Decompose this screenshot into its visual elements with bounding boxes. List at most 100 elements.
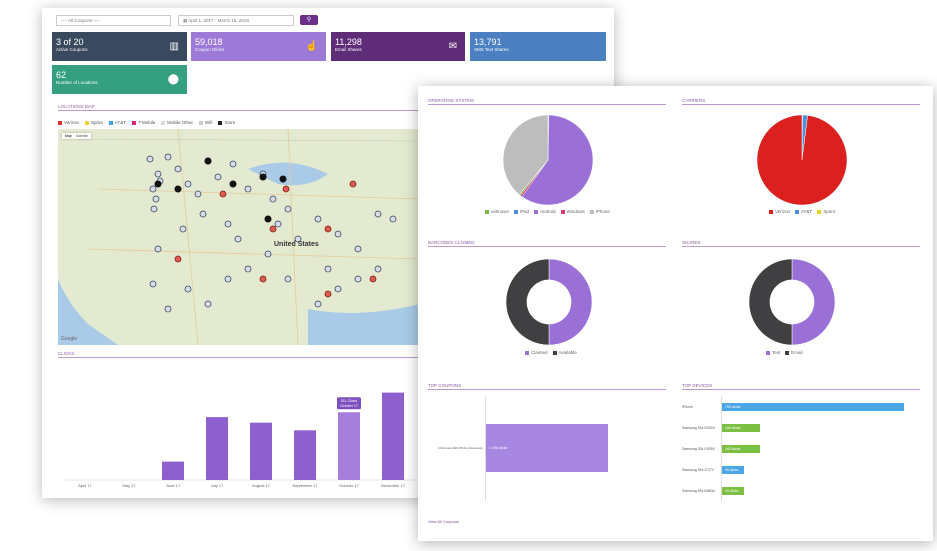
map-pin[interactable] <box>149 185 157 193</box>
view-all-coupons-link[interactable]: View All Coupons <box>428 519 460 524</box>
os-slice[interactable] <box>502 114 549 196</box>
map-pin[interactable] <box>184 285 192 293</box>
map-pin[interactable] <box>234 235 242 243</box>
map-legend-item[interactable]: Sprint <box>85 120 103 125</box>
map-cluster[interactable] <box>174 185 182 193</box>
device-bar[interactable]: 163 clicks <box>722 445 760 453</box>
map-pin[interactable] <box>374 265 382 273</box>
clicks-bar[interactable] <box>294 430 316 480</box>
map-pin[interactable] <box>389 215 397 223</box>
legend-label: Windows <box>566 209 585 214</box>
map-pin[interactable] <box>152 195 160 203</box>
map-cluster[interactable] <box>259 173 267 181</box>
map-pin[interactable] <box>224 275 232 283</box>
map-legend-item[interactable]: Verizon <box>58 120 79 125</box>
map-pin[interactable] <box>164 153 172 161</box>
map-legend-item[interactable]: Wifi <box>198 120 212 125</box>
os-legend-item[interactable]: unknown <box>485 209 509 214</box>
map-pin[interactable] <box>284 205 292 213</box>
map-pin[interactable] <box>184 180 192 188</box>
map-pin[interactable] <box>229 160 237 168</box>
map-pin[interactable] <box>264 250 272 258</box>
barcodes-legend-item[interactable]: Claimed <box>525 350 548 355</box>
clicks-x-tick: July 17 <box>211 483 224 488</box>
map-pin-verizon[interactable] <box>259 275 267 283</box>
map-pin[interactable] <box>244 265 252 273</box>
clicks-bar[interactable] <box>338 412 360 480</box>
map-pin-verizon[interactable] <box>174 255 182 263</box>
barcodes-legend-item[interactable]: Available <box>552 350 577 355</box>
clicks-bar[interactable] <box>206 417 228 480</box>
map-legend-item[interactable]: Store <box>218 120 235 125</box>
map-pin[interactable] <box>354 275 362 283</box>
map-pin[interactable] <box>374 210 382 218</box>
map-pin-verizon[interactable] <box>219 190 227 198</box>
map-pin[interactable] <box>314 215 322 223</box>
map-pin[interactable] <box>334 285 342 293</box>
map-pin-verizon[interactable] <box>269 225 277 233</box>
map-pin[interactable] <box>294 235 302 243</box>
os-slice[interactable] <box>521 114 594 206</box>
map-pin-verizon[interactable] <box>349 180 357 188</box>
map-pin[interactable] <box>274 220 282 228</box>
os-legend-item[interactable]: Android <box>534 209 556 214</box>
map-type-toggle[interactable]: Map Satellite <box>62 133 92 139</box>
map-pin[interactable] <box>174 165 182 173</box>
map-pin[interactable] <box>146 155 154 163</box>
shares-legend-item[interactable]: Email <box>785 350 803 355</box>
map-pin[interactable] <box>204 300 212 308</box>
map-pin[interactable] <box>354 245 362 253</box>
map-pin[interactable] <box>154 245 162 253</box>
map-pin[interactable] <box>164 305 172 313</box>
locations-map[interactable]: Map Satellite United States Google <box>58 129 420 345</box>
device-bar[interactable]: 94 clicks <box>722 487 744 495</box>
map-pin[interactable] <box>149 280 157 288</box>
os-legend-item[interactable]: Windows <box>560 209 585 214</box>
map-cluster[interactable] <box>229 180 237 188</box>
date-range-value: April 1, 2017 - March 16, 2018 <box>188 18 249 23</box>
map-pin[interactable] <box>314 300 322 308</box>
map-pin[interactable] <box>244 185 252 193</box>
clicks-bar[interactable] <box>382 392 404 480</box>
map-cluster[interactable] <box>264 215 272 223</box>
map-type-satellite[interactable]: Satellite <box>75 134 89 138</box>
map-pin-verizon[interactable] <box>324 290 332 298</box>
carriers-legend-item[interactable]: Sprint <box>817 209 835 214</box>
date-range-field[interactable]: ▦ April 1, 2017 - March 16, 2018 <box>178 15 294 26</box>
map-pin-verizon[interactable] <box>282 185 290 193</box>
map-pin[interactable] <box>150 205 158 213</box>
map-type-map[interactable]: Map <box>65 134 72 138</box>
map-cluster[interactable] <box>204 157 212 165</box>
carriers-legend-item[interactable]: Verizon <box>769 209 790 214</box>
map-pin[interactable] <box>334 230 342 238</box>
clicks-bar[interactable] <box>250 422 272 480</box>
os-legend-item[interactable]: iPhone <box>589 209 610 214</box>
search-button[interactable]: ⚲ <box>300 15 318 25</box>
map-pin[interactable] <box>224 220 232 228</box>
map-pin[interactable] <box>324 265 332 273</box>
map-legend-item[interactable]: Mobile Other <box>161 120 193 125</box>
map-pin-verizon[interactable] <box>369 275 377 283</box>
map-pin[interactable] <box>269 195 277 203</box>
map-pin[interactable] <box>154 170 162 178</box>
map-legend-item[interactable]: AT&T <box>108 120 126 125</box>
map-pin[interactable] <box>194 190 202 198</box>
os-legend-item[interactable]: iPad <box>514 209 529 214</box>
clicks-bar[interactable] <box>162 461 184 480</box>
carriers-legend-item[interactable]: AT&T <box>795 209 812 214</box>
map-pin[interactable] <box>284 275 292 283</box>
map-cluster[interactable] <box>279 175 287 183</box>
device-bar[interactable]: 166 clicks <box>722 424 761 432</box>
carriers-slice[interactable] <box>756 114 848 206</box>
map-legend-item[interactable]: T-Mobile <box>131 120 155 125</box>
map-pin[interactable] <box>179 225 187 233</box>
coupon-select[interactable]: ---- All Coupons ---- <box>56 15 171 26</box>
map-cluster[interactable] <box>154 180 162 188</box>
analytics-panel: OPERATING SYSTEM CARRIERS unknown iPad And… <box>418 86 933 541</box>
map-pin[interactable] <box>214 173 222 181</box>
device-bar[interactable]: 790 clicks <box>722 403 904 411</box>
map-pin[interactable] <box>199 210 207 218</box>
map-pin-verizon[interactable] <box>324 225 332 233</box>
shares-legend-item[interactable]: Text <box>766 350 780 355</box>
device-bar[interactable]: 96 clicks <box>722 466 745 474</box>
